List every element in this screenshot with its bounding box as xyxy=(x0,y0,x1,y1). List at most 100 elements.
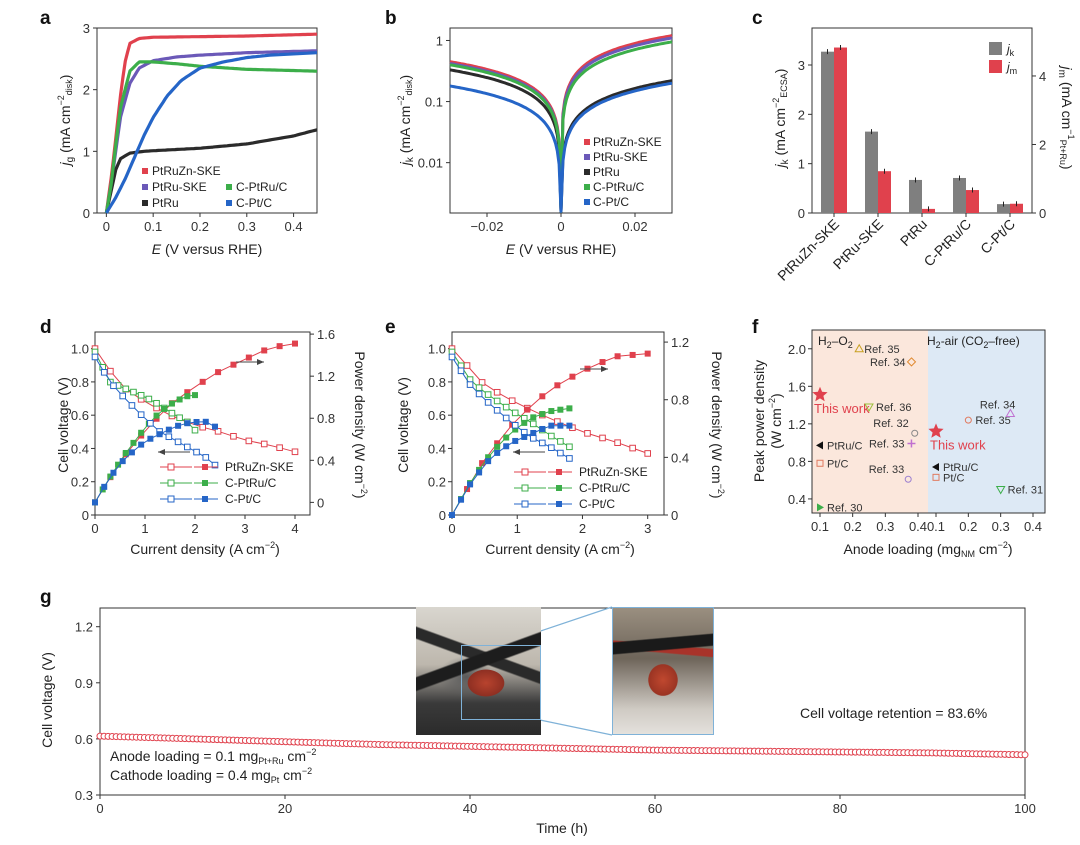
y-tick-label-left: 0.4 xyxy=(71,441,89,456)
panel-a-frame xyxy=(96,27,318,214)
power-marker-cpt xyxy=(156,431,163,438)
series-line-ptru_ske xyxy=(104,49,318,214)
category-label: PtRuZn-SKE xyxy=(774,216,842,284)
point-marker-ptru-c xyxy=(932,463,939,471)
y-tick-label-right: 0 xyxy=(671,508,678,523)
y-tick-label-left: 0 xyxy=(82,508,89,523)
power-marker-cptru xyxy=(557,406,564,413)
point-label: Ref. 34 xyxy=(870,357,905,369)
y-tick-label: 2.0 xyxy=(788,342,806,357)
point-label: This work xyxy=(930,437,986,452)
y-tick-label-right: 1.2 xyxy=(317,369,335,384)
power-marker-cptru xyxy=(503,434,510,441)
voltage-marker-ptruzn xyxy=(629,444,636,452)
panel-letter-f: f xyxy=(752,317,759,338)
power-marker-cpt xyxy=(449,512,455,518)
fuel-cell-setup-photo xyxy=(416,607,541,735)
point-label: Ref. 35 xyxy=(975,415,1010,427)
power-marker-cptru xyxy=(512,426,519,433)
legend-label-ptruzn: PtRuZn-SKE xyxy=(579,465,648,479)
power-marker-cptru xyxy=(176,396,183,403)
voltage-marker-cptru xyxy=(502,403,510,411)
voltage-marker-cpt xyxy=(457,367,465,375)
x-tick-label: 20 xyxy=(278,801,292,816)
y-tick-label-left: 0 xyxy=(798,206,805,221)
panel-e-frame xyxy=(451,331,665,516)
voltage-marker-cptru xyxy=(529,420,537,428)
power-marker-cptru xyxy=(138,429,145,436)
legend-label-cpt: C-Pt/C xyxy=(579,497,615,511)
legend-swatch-jk xyxy=(989,42,1002,55)
voltage-marker-ptruzn xyxy=(554,418,561,425)
legend-marker-power-cptru xyxy=(556,485,562,491)
y-tick-label-left: 0.6 xyxy=(71,408,89,423)
y-tick-label-left: 0.2 xyxy=(428,475,446,490)
voltage-marker-cpt xyxy=(174,438,182,446)
point-marker-ref-35 xyxy=(964,416,972,424)
y-tick-label: 3 xyxy=(83,21,90,36)
voltage-marker-cpt xyxy=(548,444,555,451)
panel-c-ylabel-left: jk (mA cm−2ECSA) xyxy=(771,69,791,170)
power-marker-ptruzn xyxy=(644,350,651,357)
power-marker-cpt xyxy=(467,481,474,488)
panel-letter-c: c xyxy=(752,8,763,29)
y-tick-label-right: 0 xyxy=(1039,206,1046,221)
power-marker-cptru xyxy=(192,392,198,399)
power-marker-ptruzn xyxy=(153,415,160,422)
power-marker-ptruzn xyxy=(215,369,222,376)
point-marker-ref-34 xyxy=(906,357,917,367)
y-tick-label-right: 0.4 xyxy=(317,453,335,468)
anode-loading-annotation: Anode loading = 0.1 mgPt+Ru cm−2 xyxy=(110,747,316,766)
x-tick-label-right: 0.3 xyxy=(992,519,1010,534)
panel-f-ylabel: Peak power density xyxy=(751,360,767,482)
x-tick-label: 1 xyxy=(514,521,521,536)
panel-g-frame xyxy=(99,607,1026,796)
x-tick-label: 0 xyxy=(91,521,98,536)
power-marker-cpt xyxy=(92,499,98,506)
panel-e-legend: PtRuZn-SKE C-PtRu/C C-Pt/C xyxy=(579,465,648,511)
voltage-marker-cpt xyxy=(566,455,573,462)
voltage-marker-cpt xyxy=(211,461,219,469)
point-marker-ref-32 xyxy=(911,429,919,437)
legend-marker-ptruzn xyxy=(584,139,590,145)
power-marker-cpt xyxy=(566,422,573,429)
power-marker-cptru xyxy=(566,405,573,412)
point-label: Ref. 31 xyxy=(1008,485,1043,497)
point-marker-ref-35 xyxy=(854,343,865,353)
power-marker-cpt xyxy=(193,418,200,425)
series-line-ptruzn xyxy=(104,32,317,214)
power-marker-cptru xyxy=(530,414,537,421)
y-tick-label-right: 2 xyxy=(1039,137,1046,152)
y-tick-label: 0.3 xyxy=(75,788,93,803)
x-tick-label: 0.2 xyxy=(191,219,209,234)
panel-a-xlabel: E (V versus RHE) xyxy=(152,241,262,257)
legend-label-ptru: PtRu xyxy=(593,165,620,179)
x-tick-label: 0.1 xyxy=(144,219,162,234)
x-tick-label-left: 0.3 xyxy=(876,519,894,534)
power-marker-ptruzn xyxy=(494,440,501,447)
legend-label-cptru: C-PtRu/C xyxy=(236,180,288,194)
series-line-cpt xyxy=(449,81,673,213)
panel-a-ylabel: jg (mA cm−2disk) xyxy=(56,75,76,168)
power-marker-ptruzn xyxy=(276,343,283,350)
y-tick-label: 1.6 xyxy=(788,379,806,394)
voltage-marker-cptru xyxy=(484,391,492,398)
voltage-marker-ptruzn xyxy=(245,437,253,445)
x-tick-label: 2 xyxy=(191,521,198,536)
x-tick-label: 100 xyxy=(1014,801,1036,816)
power-marker-cpt xyxy=(101,483,108,490)
power-marker-cptru xyxy=(485,454,492,461)
y-tick-label-left: 0.8 xyxy=(71,375,89,390)
x-tick-label: 0 xyxy=(103,219,110,234)
y-tick-label-right: 1.2 xyxy=(671,335,689,350)
panel-d: 0 1 2 3 4 0 0.2 0.4 0.6 0.8 1.0 0 0.4 0.8 1.2 1.6 Curre… xyxy=(55,327,369,557)
legend-label-ptru-ske: PtRu-SKE xyxy=(593,150,648,164)
fuel-cell-closeup-photo xyxy=(612,607,714,735)
power-marker-cpt xyxy=(458,496,465,503)
power-marker-ptruzn xyxy=(184,389,191,396)
power-marker-cpt xyxy=(557,422,564,429)
photo-callout-line-bottom xyxy=(539,719,613,736)
power-marker-cpt xyxy=(202,418,209,425)
legend-marker-voltage-ptruzn xyxy=(521,468,529,476)
voltage-marker-ptruzn xyxy=(614,439,621,446)
